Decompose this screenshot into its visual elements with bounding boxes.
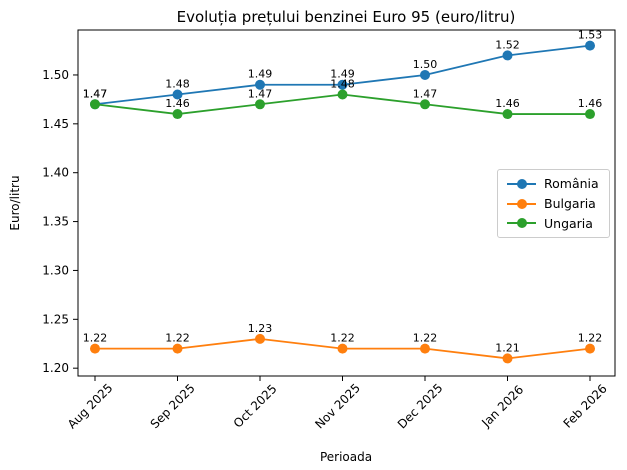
y-tick-label: 1.50 — [42, 68, 69, 82]
point-value-label: 1.49 — [330, 68, 355, 81]
data-point-ungaria — [172, 109, 183, 120]
data-point-ungaria — [420, 99, 430, 110]
data-point-românia — [502, 50, 513, 61]
data-point-românia — [585, 40, 595, 51]
point-value-label: 1.46 — [495, 97, 520, 110]
point-value-label: 1.48 — [330, 78, 355, 91]
x-tick-label: Feb 2026 — [561, 382, 610, 431]
point-value-label: 1.47 — [248, 87, 273, 100]
data-point-ungaria — [337, 89, 348, 100]
data-point-ungaria — [502, 109, 513, 120]
y-axis-label: Euro/litru — [8, 175, 22, 230]
legend-label: Bulgaria — [544, 195, 596, 211]
legend-line-marker-icon — [507, 178, 536, 189]
point-value-label: 1.47 — [83, 87, 108, 100]
data-point-bulgaria — [255, 333, 265, 344]
data-point-bulgaria — [90, 343, 100, 354]
data-point-românia — [337, 79, 348, 90]
data-point-bulgaria — [420, 343, 430, 354]
point-value-label: 1.53 — [578, 29, 603, 42]
point-value-label: 1.22 — [578, 332, 603, 345]
point-value-label: 1.22 — [413, 332, 438, 345]
x-tick-label: Nov 2025 — [312, 381, 363, 432]
point-value-label: 1.52 — [495, 38, 520, 51]
x-tick-label: Aug 2025 — [65, 381, 116, 432]
legend-entry-românia: România — [507, 177, 599, 191]
point-value-label: 1.50 — [413, 58, 438, 71]
legend-line-marker-icon — [507, 198, 536, 209]
y-tick-label: 1.45 — [42, 117, 69, 131]
data-point-bulgaria — [172, 343, 183, 354]
legend-line-marker-icon — [507, 218, 536, 229]
point-value-label: 1.48 — [165, 78, 190, 91]
legend-dot-icon — [516, 218, 527, 229]
legend-label: România — [544, 176, 599, 191]
point-value-label: 1.49 — [248, 68, 273, 81]
x-tick-label: Sep 2025 — [148, 381, 198, 431]
data-point-bulgaria — [337, 343, 348, 354]
data-point-bulgaria — [585, 343, 595, 354]
legend-dot-icon — [516, 198, 527, 209]
plot-border — [77, 29, 616, 377]
point-value-label: 1.22 — [330, 332, 355, 345]
data-point-bulgaria — [502, 353, 513, 364]
y-tick-label: 1.20 — [42, 361, 69, 375]
data-point-ungaria — [90, 99, 100, 110]
legend: România Bulgaria Ungaria — [497, 169, 610, 239]
data-point-ungaria — [585, 109, 595, 120]
x-axis-label: Perioada — [320, 450, 372, 464]
x-tick-label: Dec 2025 — [395, 381, 446, 432]
point-value-label: 1.47 — [413, 87, 438, 100]
y-tick-label: 1.30 — [42, 263, 69, 277]
y-tick-label: 1.40 — [42, 166, 69, 180]
legend-entry-ungaria: Ungaria — [507, 215, 599, 231]
chart-title: Evoluția prețului benzinei Euro 95 (euro… — [177, 8, 516, 26]
legend-dot-icon — [516, 178, 527, 189]
y-tick-label: 1.35 — [42, 215, 69, 229]
data-point-românia — [172, 89, 183, 100]
y-tick-label: 1.25 — [42, 312, 69, 326]
point-value-label: 1.21 — [495, 341, 520, 354]
data-point-românia — [255, 79, 265, 90]
point-value-label: 1.46 — [165, 97, 190, 110]
point-value-label: 1.22 — [83, 332, 108, 345]
data-point-ungaria — [255, 99, 265, 110]
point-value-label: 1.23 — [248, 322, 273, 335]
data-point-românia — [420, 69, 430, 80]
point-value-label: 1.46 — [578, 97, 603, 110]
legend-label: Ungaria — [544, 215, 593, 231]
point-value-label: 1.22 — [165, 332, 190, 345]
x-tick-label: Jan 2026 — [478, 383, 526, 431]
point-value-label: 1.47 — [83, 87, 108, 100]
x-tick-label: Oct 2025 — [231, 382, 280, 431]
legend-entry-bulgaria: Bulgaria — [507, 195, 599, 211]
